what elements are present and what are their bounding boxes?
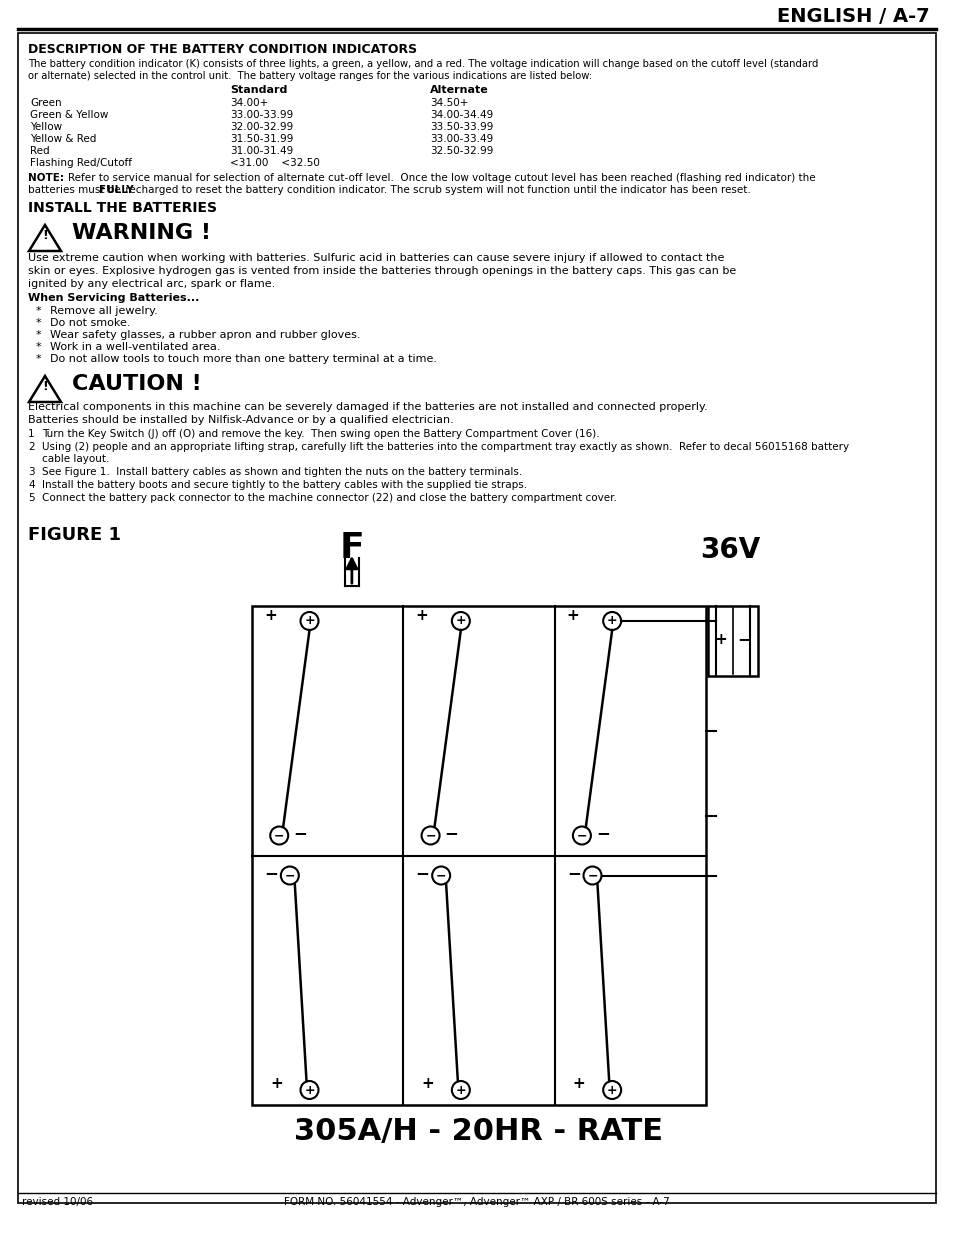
Text: cable layout.: cable layout. xyxy=(42,454,110,464)
Text: 3: 3 xyxy=(28,467,34,477)
Text: +: + xyxy=(455,615,466,627)
Text: +: + xyxy=(572,1076,585,1091)
Text: Do not smoke.: Do not smoke. xyxy=(50,317,131,329)
Text: *: * xyxy=(36,342,42,352)
Text: Remove all jewelry.: Remove all jewelry. xyxy=(50,306,157,316)
Text: batteries must be: batteries must be xyxy=(28,185,124,195)
Text: 5: 5 xyxy=(28,493,34,503)
Text: Yellow: Yellow xyxy=(30,122,62,132)
Text: FIGURE 1: FIGURE 1 xyxy=(28,526,121,543)
Text: 33.00-33.49: 33.00-33.49 xyxy=(430,135,493,144)
Text: −: − xyxy=(415,864,429,883)
Text: 32.00-32.99: 32.00-32.99 xyxy=(230,122,293,132)
Text: −: − xyxy=(436,869,446,882)
Text: 31.00-31.49: 31.00-31.49 xyxy=(230,146,293,156)
Text: −: − xyxy=(444,825,458,842)
Text: +: + xyxy=(415,609,428,624)
Text: !: ! xyxy=(42,230,48,242)
Text: Install the battery boots and secure tightly to the battery cables with the supp: Install the battery boots and secure tig… xyxy=(42,480,527,490)
Text: 34.50+: 34.50+ xyxy=(430,98,468,107)
Text: +: + xyxy=(421,1076,434,1091)
Text: Yellow & Red: Yellow & Red xyxy=(30,135,96,144)
Text: −: − xyxy=(587,869,598,882)
Text: See Figure 1.  Install battery cables as shown and tighten the nuts on the batte: See Figure 1. Install battery cables as … xyxy=(42,467,521,477)
Text: Flashing Red/Cutoff: Flashing Red/Cutoff xyxy=(30,158,132,168)
Text: recharged to reset the battery condition indicator. The scrub system will not fu: recharged to reset the battery condition… xyxy=(122,185,750,195)
Text: 305A/H - 20HR - RATE: 305A/H - 20HR - RATE xyxy=(294,1116,662,1146)
Text: Standard: Standard xyxy=(230,85,287,95)
Text: +: + xyxy=(270,1076,283,1091)
Text: *: * xyxy=(36,330,42,340)
Text: DESCRIPTION OF THE BATTERY CONDITION INDICATORS: DESCRIPTION OF THE BATTERY CONDITION IND… xyxy=(28,43,416,56)
Text: +: + xyxy=(606,615,617,627)
Text: 34.00-34.49: 34.00-34.49 xyxy=(430,110,493,120)
Text: 34.00+: 34.00+ xyxy=(230,98,268,107)
Text: or alternate) selected in the control unit.  The battery voltage ranges for the : or alternate) selected in the control un… xyxy=(28,70,592,82)
Text: +: + xyxy=(606,1083,617,1097)
Text: +: + xyxy=(455,1083,466,1097)
Text: !: ! xyxy=(42,380,48,394)
Text: Red: Red xyxy=(30,146,50,156)
Text: F: F xyxy=(339,531,364,564)
Text: *: * xyxy=(36,306,42,316)
Text: *: * xyxy=(36,317,42,329)
Text: Use extreme caution when working with batteries. Sulfuric acid in batteries can : Use extreme caution when working with ba… xyxy=(28,253,723,263)
Text: +: + xyxy=(264,609,276,624)
Text: −: − xyxy=(566,864,580,883)
Text: skin or eyes. Explosive hydrogen gas is vented from inside the batteries through: skin or eyes. Explosive hydrogen gas is … xyxy=(28,266,736,275)
Text: <31.00    <32.50: <31.00 <32.50 xyxy=(230,158,319,168)
Text: WARNING !: WARNING ! xyxy=(71,224,211,243)
Text: 31.50-31.99: 31.50-31.99 xyxy=(230,135,294,144)
Text: −: − xyxy=(596,825,609,842)
Text: 32.50-32.99: 32.50-32.99 xyxy=(430,146,493,156)
Text: 4: 4 xyxy=(28,480,34,490)
Text: ENGLISH / A-7: ENGLISH / A-7 xyxy=(777,7,929,26)
Text: 36V: 36V xyxy=(699,536,760,564)
Text: Electrical components in this machine can be severely damaged if the batteries a: Electrical components in this machine ca… xyxy=(28,403,707,412)
Text: NOTE:: NOTE: xyxy=(28,173,71,183)
Text: FULLY: FULLY xyxy=(99,185,133,195)
Text: −: − xyxy=(274,829,284,842)
Text: −: − xyxy=(737,630,750,648)
Text: *: * xyxy=(36,354,42,364)
Text: −: − xyxy=(284,869,294,882)
Text: ignited by any electrical arc, spark or flame.: ignited by any electrical arc, spark or … xyxy=(28,279,275,289)
Text: revised 10/06: revised 10/06 xyxy=(22,1197,93,1207)
Text: The battery condition indicator (K) consists of three lights, a green, a yellow,: The battery condition indicator (K) cons… xyxy=(28,59,818,69)
Text: 33.50-33.99: 33.50-33.99 xyxy=(430,122,493,132)
Text: 2: 2 xyxy=(28,442,34,452)
Text: Work in a well-ventilated area.: Work in a well-ventilated area. xyxy=(50,342,220,352)
Text: −: − xyxy=(425,829,436,842)
Text: 1: 1 xyxy=(28,429,34,438)
Text: −: − xyxy=(576,829,586,842)
Text: Using (2) people and an appropriate lifting strap, carefully lift the batteries : Using (2) people and an appropriate lift… xyxy=(42,442,848,452)
Text: Wear safety glasses, a rubber apron and rubber gloves.: Wear safety glasses, a rubber apron and … xyxy=(50,330,360,340)
Text: Green & Yellow: Green & Yellow xyxy=(30,110,109,120)
Text: −: − xyxy=(293,825,307,842)
Text: INSTALL THE BATTERIES: INSTALL THE BATTERIES xyxy=(28,201,216,215)
Text: Connect the battery pack connector to the machine connector (22) and close the b: Connect the battery pack connector to th… xyxy=(42,493,617,503)
Text: Green: Green xyxy=(30,98,62,107)
Text: +: + xyxy=(713,631,726,646)
Text: +: + xyxy=(566,609,578,624)
Text: When Servicing Batteries...: When Servicing Batteries... xyxy=(28,293,199,303)
Text: −: − xyxy=(264,864,277,883)
Text: +: + xyxy=(304,1083,314,1097)
Bar xyxy=(707,606,758,676)
Text: CAUTION !: CAUTION ! xyxy=(71,374,201,394)
Text: Refer to service manual for selection of alternate cut-off level.  Once the low : Refer to service manual for selection of… xyxy=(68,173,815,183)
Text: Do not allow tools to touch more than one battery terminal at a time.: Do not allow tools to touch more than on… xyxy=(50,354,436,364)
Text: 33.00-33.99: 33.00-33.99 xyxy=(230,110,293,120)
Text: Turn the Key Switch (J) off (O) and remove the key.  Then swing open the Battery: Turn the Key Switch (J) off (O) and remo… xyxy=(42,429,599,438)
Text: FORM NO. 56041554 - Advenger™, Advenger™ AXP / BR 600S series - A-7: FORM NO. 56041554 - Advenger™, Advenger™… xyxy=(284,1197,669,1207)
Text: Alternate: Alternate xyxy=(430,85,488,95)
Bar xyxy=(252,606,705,1105)
Text: Batteries should be installed by Nilfisk-Advance or by a qualified electrician.: Batteries should be installed by Nilfisk… xyxy=(28,415,454,425)
Text: +: + xyxy=(304,615,314,627)
